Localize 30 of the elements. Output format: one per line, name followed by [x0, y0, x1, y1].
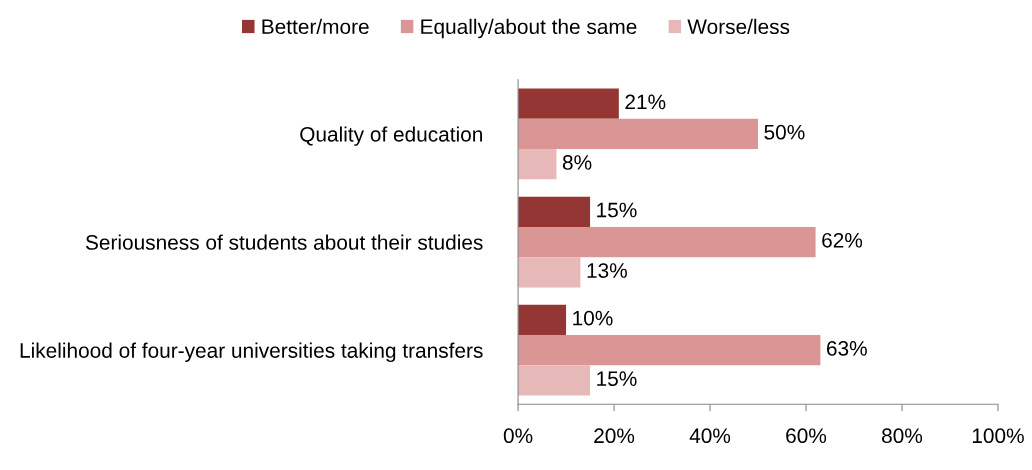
y-tick-label: Quality of education [300, 126, 482, 146]
legend-label: Worse/less [687, 18, 790, 35]
x-tick-label: 40% [689, 428, 731, 444]
bar [518, 304, 567, 336]
bar [518, 149, 557, 180]
bar [518, 118, 758, 150]
bar [518, 365, 591, 396]
legend-label: Equally/about the same [421, 18, 637, 39]
x-tick-label: 100% [972, 428, 1024, 444]
bar [518, 88, 619, 119]
legend-label: Better/more [262, 18, 369, 35]
data-label: 15% [597, 371, 637, 387]
x-tick-label: 0% [503, 428, 533, 444]
data-label: 50% [764, 124, 805, 140]
bar [518, 335, 821, 366]
data-label: 62% [822, 232, 863, 248]
x-tick-label: 60% [786, 428, 827, 444]
data-label: 10% [573, 310, 613, 326]
y-tick-label: Seriousness of students about their studies [85, 234, 483, 250]
x-tick-label: 20% [594, 428, 635, 444]
bar [518, 196, 591, 227]
y-tick-label: Likelihood of four-year universities taking transfers [20, 342, 483, 363]
data-label: 15% [597, 202, 637, 218]
x-tick-label: 80% [882, 428, 923, 444]
data-label: 13% [587, 263, 627, 278]
data-label: 8% [562, 155, 592, 170]
data-label: 21% [625, 94, 666, 110]
data-label: 63% [827, 340, 867, 356]
bar [518, 226, 816, 258]
bar [518, 257, 581, 288]
